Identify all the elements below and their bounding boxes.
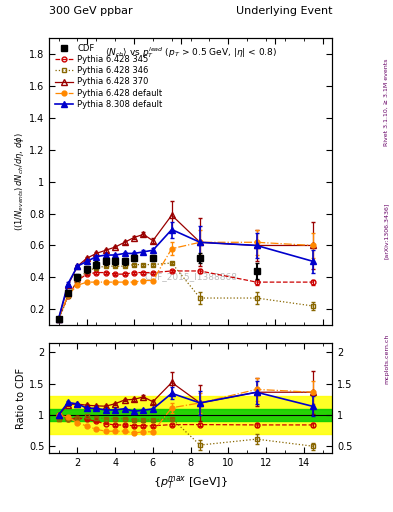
Legend: CDF, Pythia 6.428 345, Pythia 6.428 346, Pythia 6.428 370, Pythia 6.428 default,: CDF, Pythia 6.428 345, Pythia 6.428 346,… xyxy=(51,41,166,112)
Text: Rivet 3.1.10, ≥ 3.1M events: Rivet 3.1.10, ≥ 3.1M events xyxy=(384,59,389,146)
Text: mcplots.cern.ch: mcplots.cern.ch xyxy=(384,333,389,383)
Text: Underlying Event: Underlying Event xyxy=(235,6,332,16)
Y-axis label: $((1/N_{events})\, dN_{ch}/d\eta,\, d\phi)$: $((1/N_{events})\, dN_{ch}/d\eta,\, d\ph… xyxy=(13,132,26,231)
Text: $\langle N_{ch}\rangle$ vs $p_T^{lead}$ ($p_T$ > 0.5 GeV, $|\eta|$ < 0.8): $\langle N_{ch}\rangle$ vs $p_T^{lead}$ … xyxy=(105,46,277,60)
X-axis label: $\{p_T^{max}$ [GeV]$\}$: $\{p_T^{max}$ [GeV]$\}$ xyxy=(153,474,228,490)
Bar xyxy=(49,396,332,434)
Text: 300 GeV ppbar: 300 GeV ppbar xyxy=(49,6,133,16)
Text: CDF_2015_I1388868: CDF_2015_I1388868 xyxy=(144,272,237,281)
Bar xyxy=(49,409,332,421)
Text: [arXiv:1306.3436]: [arXiv:1306.3436] xyxy=(384,202,389,259)
Y-axis label: Ratio to CDF: Ratio to CDF xyxy=(16,368,26,429)
